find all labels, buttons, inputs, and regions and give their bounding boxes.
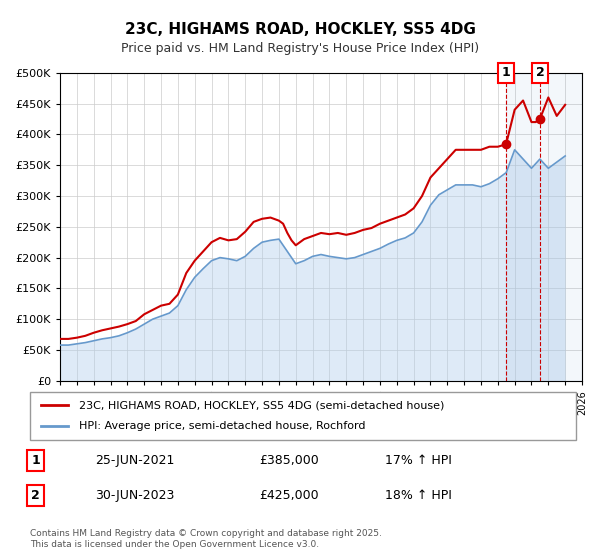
- Text: 2: 2: [536, 66, 544, 80]
- Text: 30-JUN-2023: 30-JUN-2023: [95, 489, 175, 502]
- Text: £425,000: £425,000: [259, 489, 319, 502]
- Text: Contains HM Land Registry data © Crown copyright and database right 2025.
This d: Contains HM Land Registry data © Crown c…: [30, 529, 382, 549]
- Text: 23C, HIGHAMS ROAD, HOCKLEY, SS5 4DG (semi-detached house): 23C, HIGHAMS ROAD, HOCKLEY, SS5 4DG (sem…: [79, 400, 445, 410]
- Text: Price paid vs. HM Land Registry's House Price Index (HPI): Price paid vs. HM Land Registry's House …: [121, 42, 479, 55]
- Text: 2: 2: [31, 489, 40, 502]
- Text: 18% ↑ HPI: 18% ↑ HPI: [385, 489, 452, 502]
- Text: 17% ↑ HPI: 17% ↑ HPI: [385, 454, 452, 467]
- Text: 25-JUN-2021: 25-JUN-2021: [95, 454, 175, 467]
- Text: £385,000: £385,000: [259, 454, 319, 467]
- FancyBboxPatch shape: [30, 392, 576, 440]
- Text: HPI: Average price, semi-detached house, Rochford: HPI: Average price, semi-detached house,…: [79, 421, 365, 431]
- Text: 1: 1: [31, 454, 40, 467]
- Text: 1: 1: [502, 66, 511, 80]
- Bar: [506, 73, 582, 381]
- Text: 23C, HIGHAMS ROAD, HOCKLEY, SS5 4DG: 23C, HIGHAMS ROAD, HOCKLEY, SS5 4DG: [125, 22, 475, 38]
